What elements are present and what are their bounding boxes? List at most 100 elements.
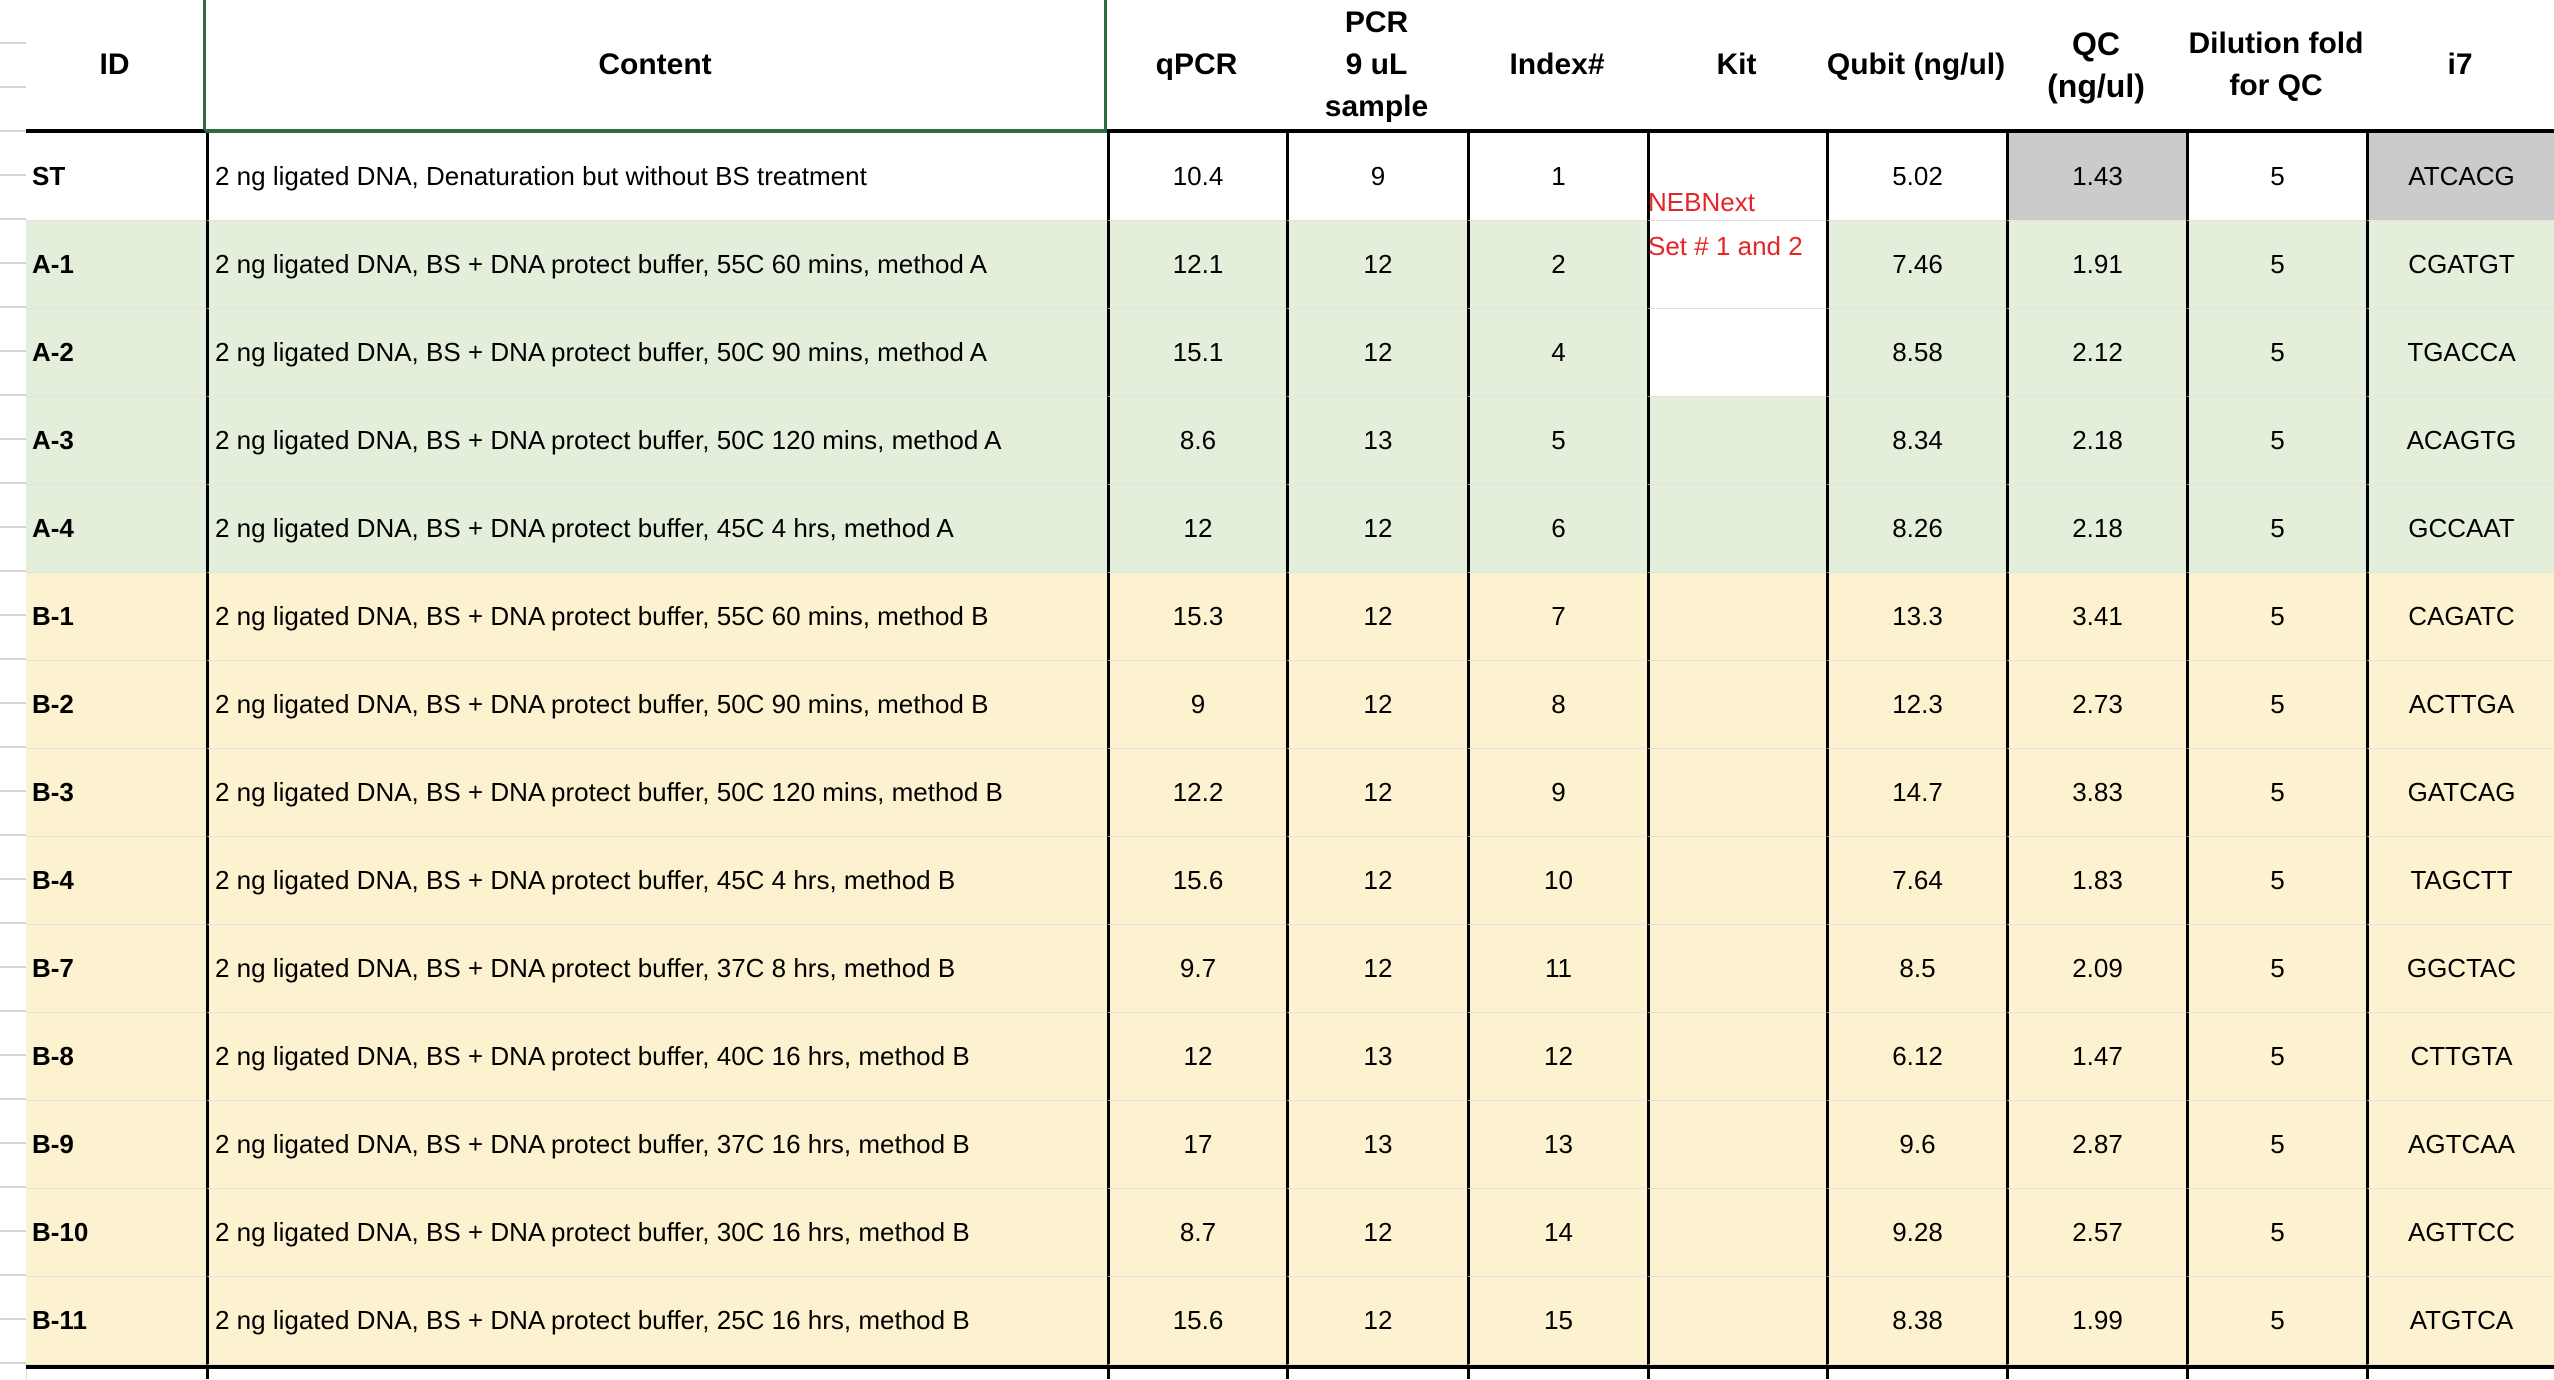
- cell-content[interactable]: 2 ng ligated DNA, BS + DNA protect buffe…: [206, 309, 1107, 397]
- cell-kit[interactable]: [1647, 1277, 1826, 1365]
- cell-content[interactable]: 2 ng ligated DNA, BS + DNA protect buffe…: [206, 749, 1107, 837]
- cell-dilution[interactable]: 5: [2186, 925, 2366, 1013]
- cell-empty[interactable]: [2006, 1365, 2186, 1379]
- cell-qpcr[interactable]: 17: [1107, 1101, 1286, 1189]
- cell-qubit[interactable]: 8.26: [1826, 485, 2006, 573]
- cell-id[interactable]: B-11: [26, 1277, 206, 1365]
- cell-i7[interactable]: ACAGTG: [2366, 397, 2554, 485]
- cell-kit[interactable]: [1647, 1101, 1826, 1189]
- cell-index[interactable]: 11: [1467, 925, 1647, 1013]
- cell-dilution[interactable]: 5: [2186, 309, 2366, 397]
- cell-i7[interactable]: CGATGT: [2366, 221, 2554, 309]
- cell-qubit[interactable]: 12.3: [1826, 661, 2006, 749]
- cell-qpcr[interactable]: 12: [1107, 1013, 1286, 1101]
- cell-kit[interactable]: [1647, 749, 1826, 837]
- cell-qc[interactable]: 2.87: [2006, 1101, 2186, 1189]
- cell-kit[interactable]: [1647, 221, 1826, 309]
- cell-qpcr[interactable]: 12.1: [1107, 221, 1286, 309]
- cell-kit[interactable]: [1647, 485, 1826, 573]
- cell-qpcr[interactable]: 10.4: [1107, 133, 1286, 221]
- cell-content[interactable]: 2 ng ligated DNA, BS + DNA protect buffe…: [206, 485, 1107, 573]
- header-qubit[interactable]: Qubit (ng/ul): [1826, 0, 2006, 133]
- cell-id[interactable]: B-3: [26, 749, 206, 837]
- cell-content[interactable]: 2 ng ligated DNA, BS + DNA protect buffe…: [206, 573, 1107, 661]
- cell-i7[interactable]: TGACCA: [2366, 309, 2554, 397]
- cell-qpcr[interactable]: 8.7: [1107, 1189, 1286, 1277]
- cell-index[interactable]: 4: [1467, 309, 1647, 397]
- cell-qubit[interactable]: 5.02: [1826, 133, 2006, 221]
- cell-content[interactable]: 2 ng ligated DNA, BS + DNA protect buffe…: [206, 661, 1107, 749]
- cell-pcr[interactable]: 12: [1286, 1277, 1467, 1365]
- cell-content[interactable]: 2 ng ligated DNA, BS + DNA protect buffe…: [206, 1277, 1107, 1365]
- cell-dilution[interactable]: 5: [2186, 573, 2366, 661]
- cell-qubit[interactable]: 7.64: [1826, 837, 2006, 925]
- cell-pcr[interactable]: 12: [1286, 485, 1467, 573]
- cell-id[interactable]: A-1: [26, 221, 206, 309]
- header-id[interactable]: ID: [26, 0, 206, 133]
- cell-index[interactable]: 1: [1467, 133, 1647, 221]
- cell-qc[interactable]: 1.99: [2006, 1277, 2186, 1365]
- cell-pcr[interactable]: 9: [1286, 133, 1467, 221]
- cell-dilution[interactable]: 5: [2186, 661, 2366, 749]
- cell-index[interactable]: 10: [1467, 837, 1647, 925]
- cell-kit[interactable]: [1647, 309, 1826, 397]
- cell-qc[interactable]: 2.18: [2006, 485, 2186, 573]
- cell-pcr[interactable]: 13: [1286, 1013, 1467, 1101]
- header-kit[interactable]: Kit: [1647, 0, 1826, 133]
- cell-id[interactable]: B-8: [26, 1013, 206, 1101]
- cell-kit[interactable]: [1647, 573, 1826, 661]
- cell-index[interactable]: 14: [1467, 1189, 1647, 1277]
- cell-id[interactable]: ST: [26, 133, 206, 221]
- cell-i7[interactable]: AGTCAA: [2366, 1101, 2554, 1189]
- cell-kit[interactable]: [1647, 661, 1826, 749]
- cell-dilution[interactable]: 5: [2186, 1189, 2366, 1277]
- cell-empty[interactable]: [1647, 1365, 1826, 1379]
- header-index[interactable]: Index#: [1467, 0, 1647, 133]
- cell-index[interactable]: 2: [1467, 221, 1647, 309]
- cell-dilution[interactable]: 5: [2186, 749, 2366, 837]
- cell-qc[interactable]: 1.91: [2006, 221, 2186, 309]
- cell-i7[interactable]: ATCACG: [2366, 133, 2554, 221]
- cell-content[interactable]: 2 ng ligated DNA, Denaturation but witho…: [206, 133, 1107, 221]
- cell-id[interactable]: B-10: [26, 1189, 206, 1277]
- cell-qpcr[interactable]: 9.7: [1107, 925, 1286, 1013]
- cell-kit[interactable]: [1647, 1013, 1826, 1101]
- cell-content[interactable]: 2 ng ligated DNA, BS + DNA protect buffe…: [206, 1013, 1107, 1101]
- cell-content[interactable]: 2 ng ligated DNA, BS + DNA protect buffe…: [206, 1189, 1107, 1277]
- cell-content[interactable]: 2 ng ligated DNA, BS + DNA protect buffe…: [206, 837, 1107, 925]
- cell-pcr[interactable]: 12: [1286, 837, 1467, 925]
- cell-kit[interactable]: [1647, 1189, 1826, 1277]
- cell-content[interactable]: 2 ng ligated DNA, BS + DNA protect buffe…: [206, 1101, 1107, 1189]
- cell-id[interactable]: B-9: [26, 1101, 206, 1189]
- cell-dilution[interactable]: 5: [2186, 485, 2366, 573]
- cell-kit[interactable]: [1647, 837, 1826, 925]
- cell-kit[interactable]: [1647, 133, 1826, 221]
- header-content[interactable]: Content: [206, 0, 1107, 133]
- cell-qc[interactable]: 1.83: [2006, 837, 2186, 925]
- cell-pcr[interactable]: 12: [1286, 221, 1467, 309]
- cell-id[interactable]: B-4: [26, 837, 206, 925]
- cell-id[interactable]: A-2: [26, 309, 206, 397]
- cell-empty[interactable]: [1467, 1365, 1647, 1379]
- cell-pcr[interactable]: 13: [1286, 1101, 1467, 1189]
- cell-dilution[interactable]: 5: [2186, 837, 2366, 925]
- cell-pcr[interactable]: 13: [1286, 397, 1467, 485]
- cell-pcr[interactable]: 12: [1286, 573, 1467, 661]
- cell-i7[interactable]: CTTGTA: [2366, 1013, 2554, 1101]
- cell-empty[interactable]: [2366, 1365, 2554, 1379]
- cell-pcr[interactable]: 12: [1286, 1189, 1467, 1277]
- cell-qubit[interactable]: 8.5: [1826, 925, 2006, 1013]
- cell-content[interactable]: 2 ng ligated DNA, BS + DNA protect buffe…: [206, 397, 1107, 485]
- cell-kit[interactable]: [1647, 925, 1826, 1013]
- cell-empty[interactable]: [1107, 1365, 1286, 1379]
- cell-qc[interactable]: 3.83: [2006, 749, 2186, 837]
- cell-qubit[interactable]: 8.58: [1826, 309, 2006, 397]
- cell-dilution[interactable]: 5: [2186, 397, 2366, 485]
- cell-index[interactable]: 15: [1467, 1277, 1647, 1365]
- cell-kit[interactable]: [1647, 397, 1826, 485]
- cell-index[interactable]: 6: [1467, 485, 1647, 573]
- cell-index[interactable]: 13: [1467, 1101, 1647, 1189]
- cell-empty[interactable]: [206, 1365, 1107, 1379]
- cell-i7[interactable]: ACTTGA: [2366, 661, 2554, 749]
- cell-qc[interactable]: 2.12: [2006, 309, 2186, 397]
